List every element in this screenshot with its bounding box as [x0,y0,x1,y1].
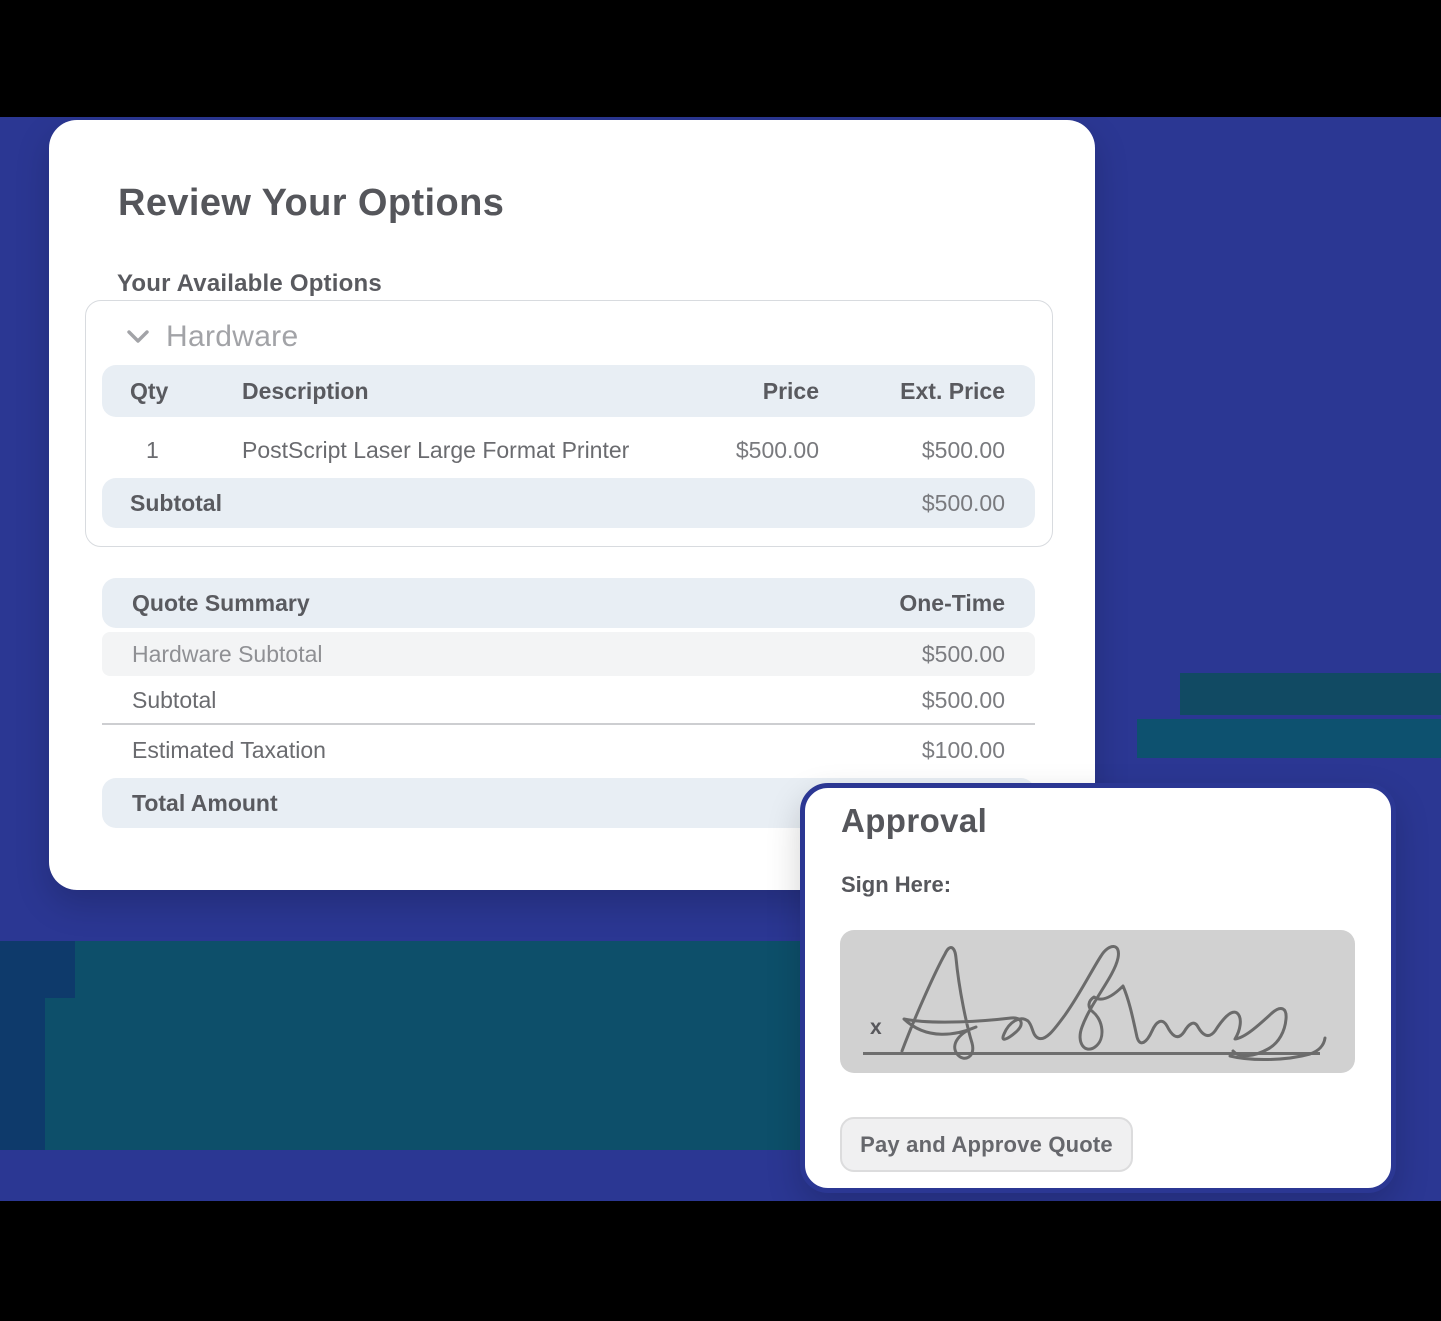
approval-card: Approval Sign Here: x Pay and Approve Qu… [800,783,1396,1193]
ext-price-column-header: Ext. Price [900,377,1005,404]
summary-total-amount-label: Total Amount [132,789,278,816]
approval-title: Approval [841,802,988,839]
chevron-down-icon [126,328,150,346]
signature-scribble [900,945,1327,1061]
line-item-row: 1 PostScript Laser Large Format Printer … [102,427,1035,474]
signature-x-mark: x [870,1016,882,1039]
line-item-qty: 1 [146,437,159,463]
summary-subtotal-label: Subtotal [132,687,217,713]
line-items-header-row: Qty Description Price Ext. Price [102,365,1035,417]
summary-estimated-taxation-value: $100.00 [921,737,1005,763]
summary-hardware-subtotal-value: $500.00 [921,640,1005,667]
description-column-header: Description [242,377,369,404]
one-time-column-header: One-Time [899,589,1005,616]
quote-summary-header-row: Quote Summary One-Time [102,578,1035,628]
hardware-subtotal-value: $500.00 [921,489,1005,516]
summary-hardware-subtotal-label: Hardware Subtotal [132,640,323,667]
summary-estimated-taxation-row: Estimated Taxation $100.00 [102,727,1035,774]
page-title: Review Your Options [118,182,505,224]
decorative-teal-block-right-upper [1180,673,1441,715]
review-options-card: Review Your Options Your Available Optio… [49,120,1095,890]
line-item-price: $500.00 [735,437,819,463]
signature-pad[interactable]: x [840,930,1355,1073]
decorative-navy-block-left-small [45,941,75,998]
hardware-options-box: Hardware Qty Description Price Ext. Pric… [85,300,1053,547]
sign-here-label: Sign Here: [841,872,952,897]
line-item-ext-price: $500.00 [921,437,1005,463]
hardware-subtotal-label: Subtotal [130,489,222,516]
bottom-black-band [0,1201,1441,1321]
available-options-label: Your Available Options [117,270,382,297]
hardware-subtotal-row: Subtotal $500.00 [102,478,1035,528]
signature-baseline [863,1052,1320,1055]
hardware-group-toggle[interactable]: Hardware [126,317,298,357]
summary-hardware-subtotal-row: Hardware Subtotal $500.00 [102,632,1035,676]
summary-subtotal-row: Subtotal $500.00 [102,678,1035,725]
summary-subtotal-value: $500.00 [921,687,1005,713]
summary-estimated-taxation-label: Estimated Taxation [132,737,326,763]
hardware-group-label: Hardware [166,320,299,353]
price-column-header: Price [762,377,819,404]
quote-summary-title: Quote Summary [132,589,310,616]
decorative-teal-block-right-lower [1137,719,1441,758]
line-item-description: PostScript Laser Large Format Printer [242,437,630,463]
pay-and-approve-button[interactable]: Pay and Approve Quote [840,1117,1133,1172]
decorative-navy-block-left [0,941,45,1150]
qty-column-header: Qty [130,377,169,404]
top-black-band [0,0,1441,117]
